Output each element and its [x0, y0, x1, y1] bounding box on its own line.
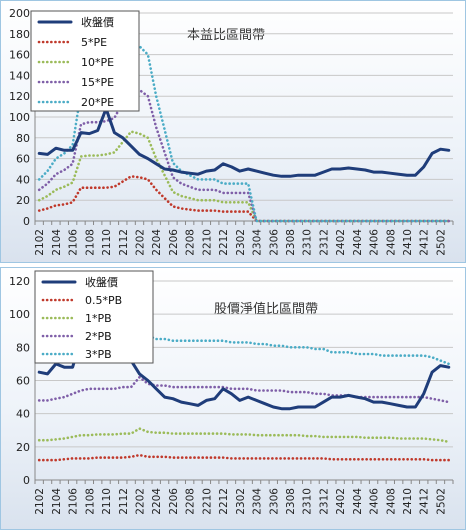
x-tick-label: 2310	[302, 488, 314, 515]
legend: 收盤價 0.5*PB 1*PB 2*PB 3*PB	[34, 270, 154, 364]
legend: 收盤價 5*PE 10*PE 15*PE 20*PE	[30, 10, 140, 112]
y-tick-label: 40	[16, 173, 30, 186]
legend-box	[30, 10, 140, 112]
legend-label: 0.5*PB	[85, 294, 122, 307]
y-tick-label: 180	[9, 28, 30, 41]
x-tick-label: 2412	[419, 488, 431, 515]
x-tick-label: 2406	[369, 229, 381, 256]
y-tick-label: 20	[16, 194, 30, 207]
x-tick-label: 2302	[235, 488, 247, 515]
chart-title: 股價淨值比區間帶	[214, 301, 318, 317]
x-tick-label: 2406	[369, 488, 381, 515]
y-tick-label: 80	[16, 341, 30, 354]
pe-band-chart-panel: 本益比區間帶 0 20 40 60 80 100 120 140 160 180 200 2102 21…	[0, 0, 466, 263]
legend-label: 收盤價	[81, 15, 114, 29]
x-tick-label: 2104	[51, 488, 63, 515]
pe-band-chart: 本益比區間帶 0 20 40 60 80 100 120 140 160 180 200 2102 21…	[9, 7, 454, 256]
legend-label: 20*PE	[81, 96, 114, 109]
x-tick-label: 2404	[352, 229, 364, 256]
x-tick-label: 2112	[118, 488, 130, 515]
y-tick-label: 60	[16, 153, 30, 166]
legend-label: 10*PE	[81, 56, 114, 69]
x-tick-label: 2212	[218, 488, 230, 515]
x-tick-label: 2206	[168, 229, 180, 256]
x-tick-label: 2402	[335, 488, 347, 515]
x-tick-label: 2502	[435, 488, 447, 515]
x-tick-label: 2308	[285, 488, 297, 515]
x-tick-label: 2212	[218, 229, 230, 256]
x-tick-label: 2102	[34, 229, 46, 256]
x-tick-label: 2304	[252, 488, 264, 515]
y-tick-label: 120	[9, 90, 30, 103]
y-tick-label: 80	[16, 132, 30, 145]
y-tick-label: 140	[9, 69, 30, 82]
x-tick-label: 2210	[201, 488, 213, 515]
y-tick-label: 0	[23, 215, 30, 228]
x-tick-label: 2312	[318, 488, 330, 515]
series-line-2	[37, 427, 451, 444]
y-tick-label: 200	[9, 7, 30, 20]
y-tick-label: 120	[9, 275, 30, 288]
x-tick-label: 2302	[235, 229, 247, 256]
x-tick-label: 2108	[84, 488, 96, 515]
legend-label: 3*PB	[85, 348, 112, 361]
pb-band-chart-panel: 股價淨值比區間帶 0 20 40 60 80 100 120 2102 2104 2106 2108…	[0, 267, 466, 530]
x-tick-label: 2206	[168, 488, 180, 515]
series-line-1	[37, 453, 451, 462]
y-tick-label: 160	[9, 49, 30, 62]
series-line-3	[37, 85, 451, 223]
series-line-4	[37, 40, 451, 223]
x-tick-label: 2408	[385, 488, 397, 515]
y-tick-label: 100	[9, 308, 30, 321]
series-line-0	[37, 107, 451, 178]
legend-label: 15*PE	[81, 76, 114, 89]
x-tick-label: 2304	[252, 229, 264, 256]
x-tick-label: 2306	[268, 229, 280, 256]
x-tick-label: 2110	[101, 229, 113, 256]
legend-label: 1*PB	[85, 312, 112, 325]
x-tick-label: 2402	[335, 229, 347, 256]
x-tick-label: 2410	[402, 229, 414, 256]
y-tick-label: 40	[16, 408, 30, 421]
series-line-1	[37, 175, 451, 223]
x-tick-label: 2108	[84, 229, 96, 256]
x-tick-label: 2404	[352, 488, 364, 515]
x-tick-label: 2412	[419, 229, 431, 256]
x-tick-label: 2106	[68, 229, 80, 256]
chart-title: 本益比區間帶	[187, 28, 265, 43]
legend-label: 5*PE	[81, 36, 107, 49]
y-tick-label: 100	[9, 111, 30, 124]
x-tick-label: 2112	[118, 229, 130, 256]
x-tick-label: 2106	[68, 488, 80, 515]
x-tick-label: 2202	[135, 488, 147, 515]
x-tick-label: 2204	[151, 229, 163, 256]
series-line-4	[37, 324, 451, 366]
x-tick-label: 2208	[185, 229, 197, 256]
series-line-3	[37, 375, 451, 404]
x-tick-label: 2202	[135, 229, 147, 256]
x-tick-label: 2310	[302, 229, 314, 256]
pb-band-chart: 股價淨值比區間帶 0 20 40 60 80 100 120 2102 2104 2106 2108…	[9, 270, 454, 515]
x-tick-label: 2410	[402, 488, 414, 515]
y-tick-label: 60	[16, 375, 30, 388]
x-tick-label: 2104	[51, 229, 63, 256]
x-tick-label: 2502	[435, 229, 447, 256]
y-tick-label: 0	[23, 474, 30, 487]
x-tick-label: 2308	[285, 229, 297, 256]
x-tick-label: 2110	[101, 488, 113, 515]
legend-label: 收盤價	[85, 275, 118, 289]
x-tick-label: 2204	[151, 488, 163, 515]
x-tick-label: 2408	[385, 229, 397, 256]
x-tick-label: 2312	[318, 229, 330, 256]
series-line-2	[37, 130, 451, 223]
x-tick-label: 2210	[201, 229, 213, 256]
x-tick-label: 2102	[34, 488, 46, 515]
x-tick-label: 2306	[268, 488, 280, 515]
x-tick-label: 2208	[185, 488, 197, 515]
y-tick-label: 20	[16, 441, 30, 454]
legend-label: 2*PB	[85, 330, 112, 343]
